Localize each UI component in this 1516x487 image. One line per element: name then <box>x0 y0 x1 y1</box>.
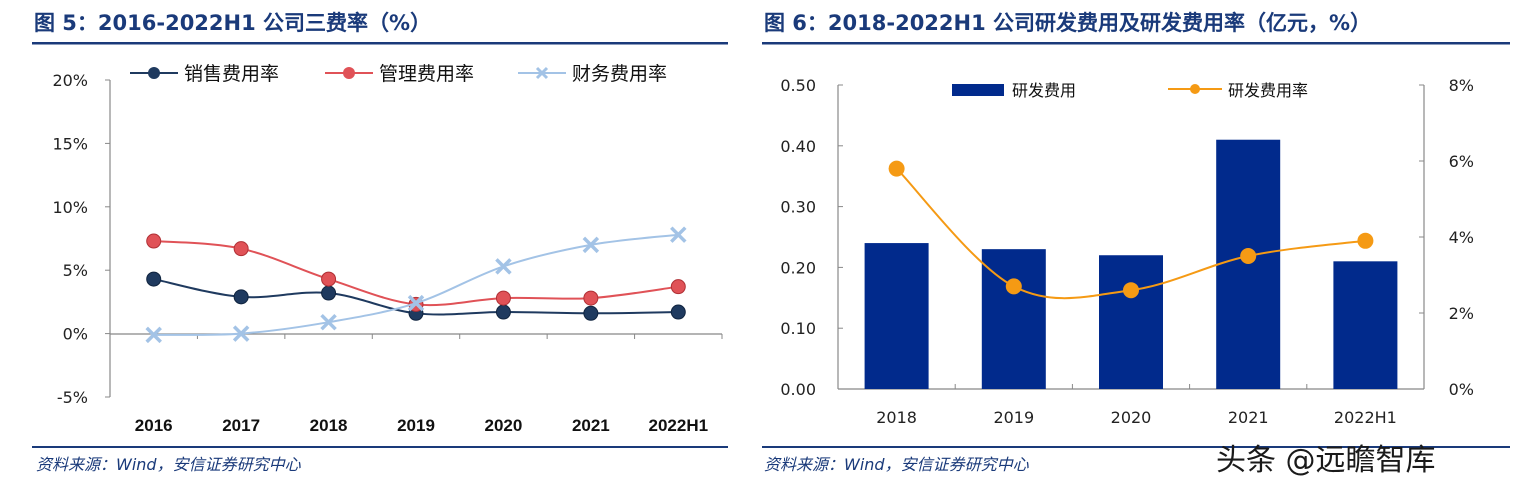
left-y-tick-label: 0.10 <box>780 319 816 338</box>
left-y-tick-label: 0.40 <box>780 137 816 156</box>
data-point-x-marker <box>407 294 425 312</box>
data-point-x-marker <box>582 236 600 254</box>
x-tick-label: 2018 <box>876 408 917 427</box>
y-tick-label: 10% <box>52 198 88 217</box>
data-point-x-marker <box>495 258 512 275</box>
left-y-tick-label: 0.20 <box>780 258 816 277</box>
right-y-tick-label: 4% <box>1449 228 1474 247</box>
legend-x-marker <box>535 66 549 80</box>
rate-point <box>1357 232 1374 249</box>
data-point-x-marker <box>145 326 162 344</box>
chart-6-title: 图 6：2018-2022H1 公司研发费用及研发费用率（亿元，%） <box>764 11 1371 35</box>
x-tick-label: 2021 <box>1228 408 1269 427</box>
data-point <box>233 241 249 257</box>
x-tick-label: 2017 <box>222 416 260 435</box>
x-tick-label: 2022H1 <box>1334 408 1397 427</box>
title-rule <box>32 42 728 45</box>
right-y-tick-label: 0% <box>1449 380 1474 399</box>
data-point <box>670 304 686 320</box>
legend-label: 销售费用率 <box>184 63 279 85</box>
data-point-x-marker <box>320 313 337 331</box>
data-point <box>321 271 337 287</box>
data-point-x-marker <box>232 325 250 342</box>
source-rule <box>762 446 1510 448</box>
x-tick-label: 2020 <box>485 416 523 435</box>
watermark: 头条 @远瞻智库 <box>1216 443 1436 478</box>
bar <box>1099 255 1163 389</box>
left-y-tick-label: 0.50 <box>780 76 816 95</box>
right-y-tick-label: 2% <box>1449 304 1474 323</box>
legend-label: 研发费用率 <box>1228 81 1308 100</box>
data-point <box>233 289 249 305</box>
x-tick-label: 2019 <box>993 408 1034 427</box>
left-y-tick-label: 0.00 <box>780 380 816 399</box>
right-y-tick-label: 8% <box>1449 76 1474 95</box>
data-point <box>495 290 511 306</box>
chart-5: 图 5：2016-2022H1 公司三费率（%） 20% 15% 10% 5% 0% -5… <box>32 11 728 474</box>
legend-label: 研发费用 <box>1012 81 1076 100</box>
data-point <box>321 285 337 301</box>
legend-marker <box>343 67 355 79</box>
chart-6-source: 资料来源：Wind，安信证券研究中心 <box>764 455 1030 474</box>
title-rule <box>762 42 1510 45</box>
chart-5-source: 资料来源：Wind，安信证券研究中心 <box>36 455 302 474</box>
x-tick-label: 2019 <box>397 416 435 435</box>
bar <box>1216 139 1281 389</box>
data-point <box>670 279 686 295</box>
rate-point <box>1123 282 1139 299</box>
chart-5-title: 图 5：2016-2022H1 公司三费率（%） <box>34 11 431 35</box>
y-tick-label: 20% <box>52 71 88 90</box>
source-rule <box>32 446 728 448</box>
legend-bar-swatch <box>952 84 1004 96</box>
left-y-tick-label: 0.30 <box>780 198 816 217</box>
y-tick-label: -5% <box>57 388 88 407</box>
data-point-x-marker <box>670 226 687 243</box>
data-point <box>583 305 599 321</box>
legend-label: 财务费用率 <box>572 63 667 85</box>
legend-marker <box>148 67 160 79</box>
y-tick-label: 5% <box>63 261 88 280</box>
series-3 <box>145 226 687 344</box>
x-tick-label: 2020 <box>1111 408 1152 427</box>
data-point <box>583 290 599 306</box>
bar <box>1333 261 1398 389</box>
rate-point <box>888 160 905 177</box>
bar <box>864 243 929 389</box>
data-point <box>146 271 162 287</box>
x-tick-label: 2022H1 <box>649 416 709 435</box>
series-2 <box>146 233 686 312</box>
y-tick-label: 0% <box>63 325 88 344</box>
x-tick-label: 2016 <box>135 416 173 435</box>
legend-label: 管理费用率 <box>379 63 474 85</box>
x-tick-label: 2018 <box>310 416 348 435</box>
legend-marker <box>1190 84 1200 94</box>
rate-point <box>1005 278 1022 295</box>
rate-point <box>1240 248 1257 264</box>
y-tick-label: 15% <box>52 134 88 153</box>
x-tick-label: 2021 <box>572 416 610 435</box>
data-point <box>495 304 511 320</box>
chart-6: 图 6：2018-2022H1 公司研发费用及研发费用率（亿元，%） 0.50 0… <box>762 11 1510 474</box>
right-y-tick-label: 6% <box>1449 152 1474 171</box>
data-point <box>146 233 162 249</box>
